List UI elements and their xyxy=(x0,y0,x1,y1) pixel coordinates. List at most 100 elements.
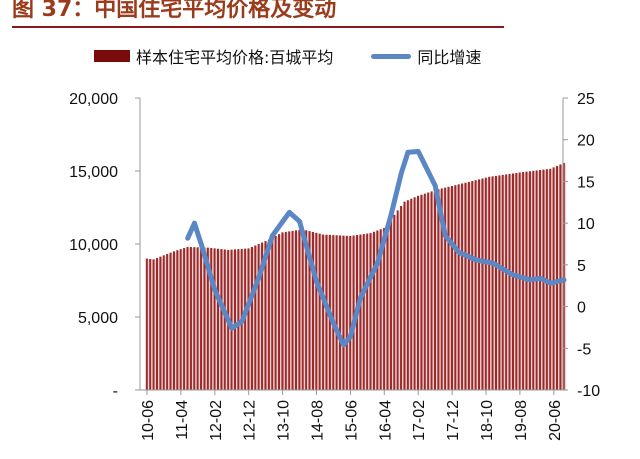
price-bar xyxy=(237,249,240,390)
price-bar xyxy=(311,231,315,390)
bar-gap xyxy=(558,166,560,390)
price-bar xyxy=(491,176,494,390)
price-bar xyxy=(484,177,487,390)
price-bar xyxy=(250,246,253,390)
price-bar xyxy=(145,258,148,390)
bar-gap xyxy=(297,231,299,390)
bar-gap xyxy=(402,207,404,390)
price-bar xyxy=(298,229,301,390)
price-bar xyxy=(427,192,430,390)
price-bar xyxy=(447,186,450,390)
bar-gap xyxy=(154,260,156,390)
bar-gap xyxy=(490,177,492,390)
x-tick-label: 20-06 xyxy=(547,400,564,441)
bar-gap xyxy=(551,169,553,390)
bar-gap xyxy=(307,231,309,390)
legend-line-swatch xyxy=(371,53,412,59)
x-tick-label: 19-08 xyxy=(513,400,530,441)
right-tick-label: 15 xyxy=(577,174,595,191)
price-bar xyxy=(274,235,277,390)
bar-gap xyxy=(300,230,302,390)
price-bar xyxy=(288,231,291,390)
price-bar xyxy=(450,185,453,390)
price-bar xyxy=(271,237,274,390)
x-tick-label: 15-06 xyxy=(343,400,360,441)
price-bar xyxy=(247,248,250,390)
price-bar xyxy=(362,234,365,390)
bar-gap xyxy=(252,247,255,390)
bar-gap xyxy=(202,248,204,390)
x-tick-label: 16-04 xyxy=(377,400,394,441)
price-bar xyxy=(369,233,372,390)
price-bar xyxy=(366,233,369,390)
x-tick-label: 13-10 xyxy=(276,400,293,441)
x-tick-label: 11-04 xyxy=(174,400,191,440)
bar-gap xyxy=(510,174,512,390)
bar-gap xyxy=(442,189,445,390)
bar-gap xyxy=(449,187,451,390)
price-bar xyxy=(176,250,179,390)
price-bar xyxy=(494,175,498,390)
bar-gap xyxy=(388,224,390,390)
bar-gap xyxy=(425,194,428,390)
bar-gap xyxy=(158,258,160,390)
price-bar xyxy=(559,164,562,390)
price-bar xyxy=(233,249,237,390)
price-bar xyxy=(400,206,403,390)
bar-gap xyxy=(303,230,306,390)
price-bar xyxy=(457,184,460,390)
price-bar xyxy=(183,248,186,390)
bar-gap xyxy=(429,193,431,390)
x-tick-label: 14-08 xyxy=(310,400,327,441)
price-bar xyxy=(396,210,399,390)
legend-bar-swatch xyxy=(94,50,130,62)
price-bar xyxy=(433,190,437,390)
x-tick-label: 12-12 xyxy=(242,400,259,441)
bar-gap xyxy=(524,173,526,390)
bar-gap xyxy=(463,184,465,390)
price-bar xyxy=(471,181,474,390)
title-rule xyxy=(12,26,504,28)
bar-gap xyxy=(178,251,180,390)
price-bar xyxy=(372,231,376,390)
x-tick-label: 12-02 xyxy=(208,400,225,441)
bar-gap xyxy=(341,236,343,390)
bar-gap xyxy=(381,230,384,390)
bar-gap xyxy=(276,236,279,390)
price-bar xyxy=(379,229,382,390)
price-bar xyxy=(501,174,504,390)
price-bar xyxy=(220,249,223,390)
bar-gap xyxy=(246,249,248,390)
bar-gap xyxy=(191,248,194,390)
price-bar xyxy=(264,241,267,390)
price-bar xyxy=(155,257,159,390)
bar-gap xyxy=(215,249,217,390)
price-bar xyxy=(430,191,433,390)
bar-gap xyxy=(263,243,265,390)
bar-gap xyxy=(290,232,292,390)
price-bar xyxy=(210,248,213,390)
price-bar xyxy=(518,172,521,390)
bar-gap xyxy=(347,236,350,390)
left-tick-label: 15,000 xyxy=(69,164,118,181)
price-bar xyxy=(417,195,420,390)
bar-gap xyxy=(469,182,472,390)
bar-gap xyxy=(212,249,214,390)
bar-gap xyxy=(395,215,397,390)
bar-gap xyxy=(459,185,462,390)
price-bar xyxy=(278,234,281,390)
price-bar xyxy=(467,181,470,390)
bar-gap xyxy=(185,249,187,390)
bar-gap xyxy=(422,195,424,390)
price-bar xyxy=(413,197,416,390)
bar-gap xyxy=(222,250,224,390)
bar-gap xyxy=(232,250,234,390)
right-tick-label: -10 xyxy=(577,383,600,400)
bar-gap xyxy=(385,228,387,390)
price-bar xyxy=(308,231,311,390)
price-bar xyxy=(230,249,233,390)
bar-gap xyxy=(368,234,370,390)
price-bar xyxy=(149,258,152,390)
bar-gap xyxy=(432,192,434,390)
price-bar xyxy=(522,172,525,390)
